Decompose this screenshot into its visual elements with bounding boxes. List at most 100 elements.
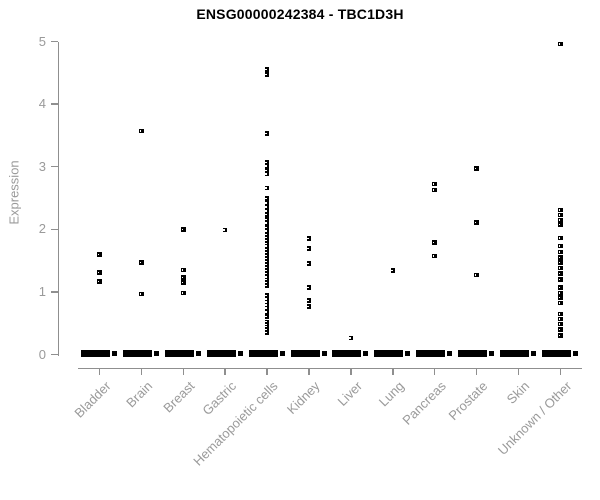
zero-expression-cluster-point	[195, 351, 201, 356]
data-point	[558, 243, 563, 249]
data-point	[558, 41, 563, 47]
zero-expression-cluster	[248, 350, 278, 357]
zero-expression-cluster	[164, 350, 194, 357]
zero-expression-cluster	[332, 350, 362, 357]
y-tick-label: 0	[38, 346, 46, 362]
data-point	[264, 220, 270, 226]
data-point	[348, 335, 354, 341]
x-axis-label: Kidney	[284, 378, 323, 418]
x-tick-mark	[350, 367, 352, 375]
x-axis-label: Liver	[334, 378, 365, 409]
data-point	[558, 271, 563, 276]
data-point	[264, 67, 270, 72]
x-tick-mark	[475, 367, 478, 375]
zero-expression-cluster-point	[112, 351, 117, 356]
y-tick-label: 4	[38, 96, 46, 112]
data-point	[432, 187, 437, 193]
zero-expression-cluster-point	[279, 351, 285, 356]
data-point	[558, 212, 563, 218]
chart-title: ENSG00000242384 - TBC1D3H	[196, 6, 404, 22]
data-point	[264, 302, 270, 308]
y-tick-label: 3	[38, 158, 46, 174]
x-axis-label: Lung	[375, 378, 407, 410]
x-tick-mark	[182, 367, 185, 375]
data-point	[264, 168, 270, 173]
zero-expression-cluster	[290, 350, 320, 357]
data-point	[264, 330, 270, 335]
data-point	[139, 260, 144, 265]
data-point	[306, 261, 312, 266]
x-axis-label: Brain	[123, 378, 156, 411]
data-point	[264, 277, 270, 283]
data-point	[264, 200, 270, 206]
data-point	[264, 268, 270, 273]
data-point	[264, 265, 270, 270]
data-point	[264, 274, 270, 280]
data-point	[264, 238, 270, 243]
data-point	[264, 305, 270, 311]
data-point	[222, 227, 228, 233]
y-tick-mark	[50, 291, 58, 293]
data-point	[264, 256, 270, 261]
data-point	[264, 204, 270, 209]
x-axis-line	[78, 367, 582, 369]
zero-expression-cluster-point	[405, 351, 411, 356]
data-point	[558, 300, 563, 306]
data-point	[306, 304, 312, 309]
y-axis-title: Expression	[6, 160, 22, 225]
zero-expression-cluster	[541, 350, 571, 357]
zero-expression-cluster-point	[237, 351, 243, 356]
data-point	[558, 327, 563, 332]
x-tick-mark	[98, 367, 101, 375]
data-point	[264, 247, 270, 252]
data-point	[97, 270, 102, 275]
x-axis-label: Skin	[503, 378, 533, 407]
x-tick-mark	[517, 367, 520, 375]
x-axis-label: Bladder	[71, 378, 114, 421]
data-point	[558, 260, 563, 265]
data-point	[264, 208, 270, 214]
x-tick-mark	[392, 367, 394, 375]
zero-expression-cluster	[374, 350, 404, 357]
zero-expression-cluster-point	[531, 351, 536, 356]
data-point	[558, 222, 563, 227]
data-point	[264, 243, 270, 249]
data-point	[306, 285, 312, 290]
data-point	[558, 265, 563, 271]
data-point	[264, 271, 270, 276]
data-point	[264, 225, 270, 230]
x-axis-label: Prostate	[445, 378, 491, 424]
data-point	[264, 253, 270, 258]
data-point	[264, 280, 270, 285]
y-tick-mark	[50, 165, 58, 168]
zero-expression-cluster	[458, 350, 488, 357]
data-point	[264, 322, 270, 327]
data-point	[558, 255, 563, 260]
data-point	[558, 321, 563, 327]
data-point	[264, 212, 270, 217]
data-point	[558, 285, 563, 290]
data-point	[306, 246, 312, 251]
data-point	[264, 72, 270, 77]
data-point	[181, 227, 186, 232]
y-tick-mark	[50, 228, 58, 231]
data-point	[264, 259, 270, 265]
data-point	[558, 311, 563, 317]
data-point	[181, 275, 186, 280]
data-point	[558, 290, 563, 296]
zero-expression-cluster	[81, 350, 110, 357]
data-point	[264, 241, 270, 246]
data-point	[264, 228, 270, 234]
zero-expression-cluster-point	[153, 351, 159, 356]
data-point	[97, 252, 102, 257]
data-point	[264, 217, 270, 222]
data-point	[432, 240, 437, 245]
data-point	[264, 171, 270, 177]
zero-expression-cluster-point	[572, 351, 578, 356]
data-point	[558, 316, 563, 322]
zero-expression-cluster	[206, 350, 236, 357]
data-point	[264, 232, 270, 237]
zero-expression-cluster	[500, 350, 529, 357]
x-axis-label: Breast	[160, 378, 198, 416]
data-point	[264, 293, 270, 298]
